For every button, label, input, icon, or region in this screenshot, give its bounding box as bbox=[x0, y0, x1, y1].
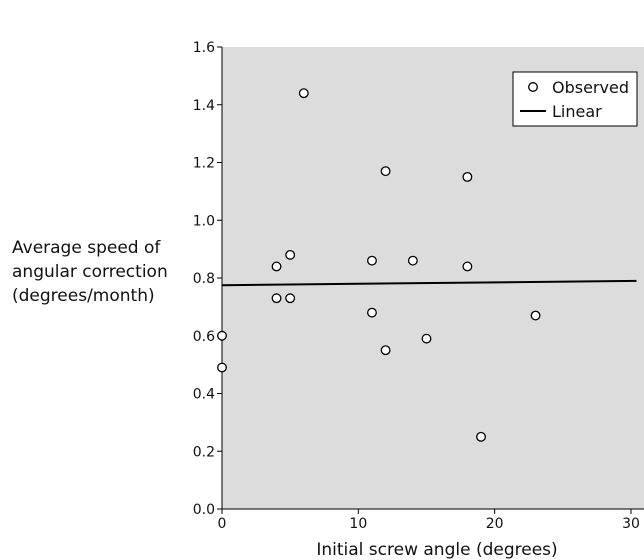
x-tick-label: 30 bbox=[622, 516, 640, 532]
linear-fit-line bbox=[221, 279, 637, 287]
legend-observed-marker bbox=[528, 82, 538, 92]
observed-point bbox=[462, 171, 473, 182]
x-tick-label: 20 bbox=[486, 516, 504, 532]
y-tick-label: 1.2 bbox=[193, 156, 215, 172]
y-tick-label: 1.4 bbox=[193, 98, 215, 114]
legend-observed-label: Observed bbox=[552, 78, 629, 97]
x-axis-ticks: 0 10 20 30 bbox=[218, 509, 640, 532]
legend-box bbox=[512, 71, 638, 127]
observed-point bbox=[380, 166, 391, 177]
observed-point bbox=[298, 88, 309, 99]
observed-point bbox=[271, 293, 282, 304]
observed-point bbox=[462, 261, 473, 272]
y-axis-title-line-3: (degrees/month) bbox=[12, 286, 155, 306]
legend-linear-label: Linear bbox=[552, 102, 602, 121]
observed-point bbox=[217, 330, 227, 341]
legend: Observed Linear bbox=[512, 71, 638, 127]
observed-point bbox=[271, 261, 282, 272]
y-tick-label: 0.2 bbox=[193, 444, 215, 460]
x-tick-label: 10 bbox=[349, 516, 367, 532]
observed-point bbox=[367, 307, 377, 318]
observed-point bbox=[476, 431, 486, 442]
y-axis-title-line-2: angular correction bbox=[12, 262, 168, 282]
x-tick-label: 0 bbox=[218, 516, 227, 532]
y-axis-title-line-1: Average speed of bbox=[12, 238, 161, 258]
y-tick-label: 0.0 bbox=[193, 502, 215, 518]
y-tick-label: 0.6 bbox=[193, 329, 215, 345]
observed-point bbox=[421, 333, 432, 344]
observed-point bbox=[285, 293, 296, 304]
linear-fit-layer bbox=[221, 279, 637, 287]
x-axis-title: Initial screw angle (degrees) bbox=[316, 540, 557, 560]
observed-point bbox=[285, 249, 296, 260]
y-tick-label: 1.6 bbox=[193, 40, 215, 56]
y-axis-ticks: 0.0 0.2 0.4 0.6 0.8 1.0 1.2 1.4 1.6 bbox=[193, 40, 222, 518]
observed-point bbox=[380, 345, 391, 356]
observed-point bbox=[367, 255, 377, 266]
observed-point bbox=[530, 310, 541, 321]
observed-point bbox=[407, 255, 418, 266]
observed-point bbox=[217, 362, 227, 373]
y-tick-label: 0.8 bbox=[193, 271, 215, 287]
y-tick-label: 1.0 bbox=[193, 213, 215, 229]
observed-points-layer bbox=[217, 88, 541, 442]
y-tick-label: 0.4 bbox=[193, 387, 215, 403]
